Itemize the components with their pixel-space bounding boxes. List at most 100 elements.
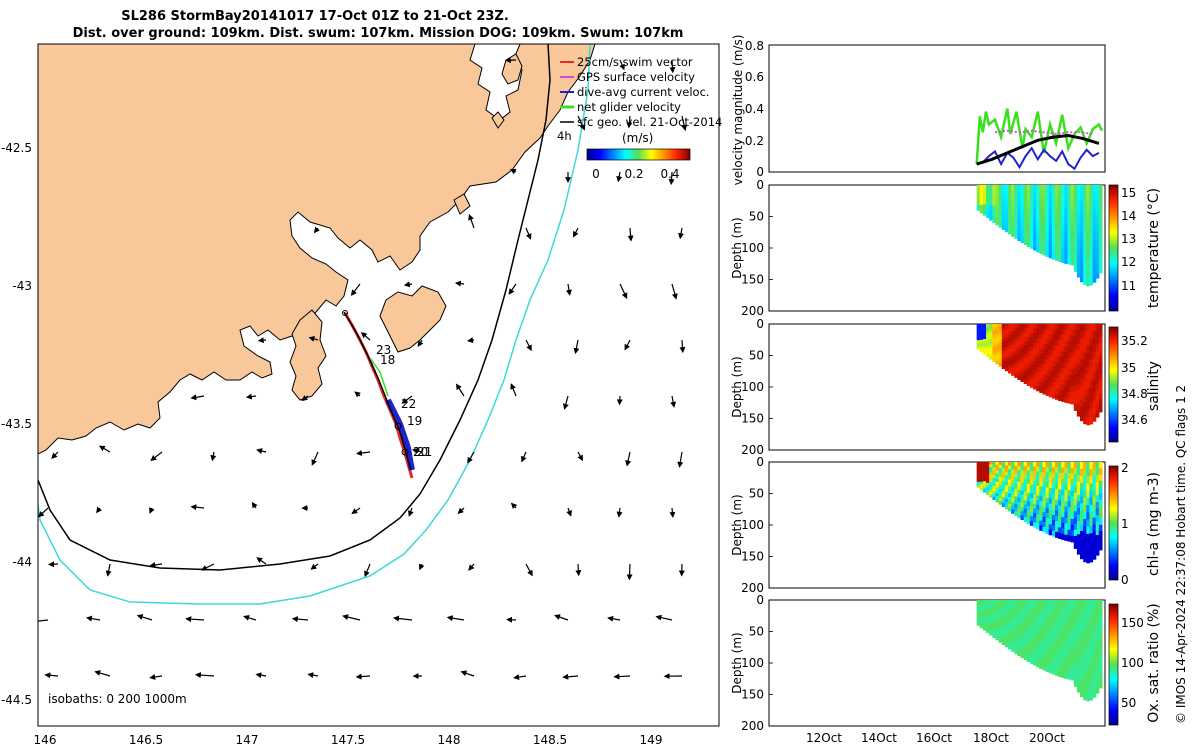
section-cell — [1064, 240, 1069, 248]
section-cell — [1026, 376, 1031, 382]
section-cell — [1070, 196, 1075, 203]
section-cell — [1095, 613, 1100, 621]
section-cell — [1029, 649, 1034, 655]
section-cell — [1061, 517, 1065, 524]
section-cell — [995, 467, 1000, 472]
section-cell — [1026, 626, 1031, 632]
section-cell — [1026, 505, 1031, 511]
current-arrow — [185, 616, 205, 623]
section-cell — [1004, 616, 1009, 621]
current-arrow — [408, 507, 414, 517]
section-cell — [1095, 350, 1100, 358]
section-cell — [1070, 358, 1075, 365]
section-cell — [1014, 200, 1018, 205]
section-cell — [1033, 508, 1037, 514]
section-cell — [1095, 231, 1100, 239]
section-cell — [1098, 462, 1103, 469]
section-cell — [1048, 344, 1053, 351]
section-cell — [1011, 502, 1015, 507]
section-cell — [1083, 324, 1087, 332]
section-cell — [1026, 470, 1031, 476]
section-cell — [1092, 613, 1097, 622]
section-cell — [1026, 492, 1031, 498]
section-cell — [1055, 356, 1059, 363]
section-cell — [983, 328, 987, 331]
section-cell — [989, 354, 993, 358]
section-cell — [1070, 600, 1075, 607]
current-arrow — [619, 59, 625, 71]
section-cell — [1008, 631, 1012, 636]
section-cell — [1017, 473, 1022, 479]
section-cell — [976, 485, 981, 488]
current-arrow — [468, 563, 475, 571]
section-cell — [1011, 371, 1015, 376]
section-cell — [1076, 204, 1081, 212]
section-cell — [1011, 611, 1015, 616]
section-cell — [995, 332, 1000, 336]
section-cell — [1008, 617, 1012, 622]
section-cell — [1064, 185, 1069, 192]
depth-tick: 100 — [741, 656, 764, 670]
section-cell — [1064, 257, 1069, 264]
section-cell — [986, 466, 990, 470]
section-cell — [1004, 630, 1009, 634]
section-cell — [1086, 360, 1090, 368]
section-cell — [1061, 185, 1065, 192]
section-cell — [992, 613, 997, 617]
section-cell — [986, 607, 990, 610]
section-cell — [983, 208, 987, 212]
section-cell — [1064, 229, 1069, 236]
section-cell — [989, 625, 993, 629]
section-cell — [1089, 249, 1094, 257]
section-cell — [976, 481, 981, 485]
current-arrow — [354, 391, 361, 398]
section-cell — [976, 469, 981, 472]
section-cell — [979, 349, 984, 353]
section-cell — [998, 462, 1003, 466]
section-cell — [1098, 191, 1103, 199]
section-cell — [1080, 517, 1084, 525]
section-cell — [1055, 462, 1059, 468]
legend-net-glider: net glider velocity — [577, 100, 681, 114]
section-cell — [992, 486, 997, 490]
section-cell — [992, 198, 997, 202]
section-cell — [1008, 462, 1012, 467]
section-cell — [1004, 360, 1009, 365]
section-cell — [989, 600, 993, 604]
section-cell — [995, 221, 1000, 226]
section-cell — [1089, 359, 1094, 368]
section-cell — [1083, 614, 1087, 622]
section-cell — [1055, 217, 1059, 224]
section-cell — [995, 199, 1000, 203]
section-cell — [1008, 192, 1012, 197]
section-cell — [1051, 366, 1056, 373]
section-cell — [1026, 359, 1031, 365]
current-arrow — [525, 563, 533, 577]
section-cell — [1014, 488, 1018, 493]
section-cell — [1083, 642, 1087, 651]
section-cell — [1061, 528, 1065, 535]
section-cell — [1020, 356, 1025, 362]
section-cell — [1080, 344, 1084, 353]
section-cell — [1036, 652, 1040, 658]
section-cell — [1045, 195, 1050, 201]
section-cell — [1039, 481, 1043, 487]
section-cell — [1004, 613, 1009, 618]
current-arrow — [669, 59, 676, 74]
section-cell — [1083, 366, 1087, 375]
section-cell — [1023, 193, 1028, 199]
current-arrow — [616, 395, 623, 406]
section-cell — [1051, 211, 1056, 218]
section-cell — [1020, 328, 1025, 333]
section-cell — [1086, 381, 1090, 390]
section-cell — [986, 212, 990, 216]
section-cell — [992, 329, 997, 333]
section-cell — [1051, 185, 1056, 191]
section-cell — [1089, 600, 1094, 608]
section-cell — [986, 340, 990, 344]
section-cell — [1073, 258, 1078, 266]
section-cell — [1061, 484, 1065, 491]
section-cell — [1029, 328, 1034, 334]
section-cell — [1020, 365, 1025, 370]
